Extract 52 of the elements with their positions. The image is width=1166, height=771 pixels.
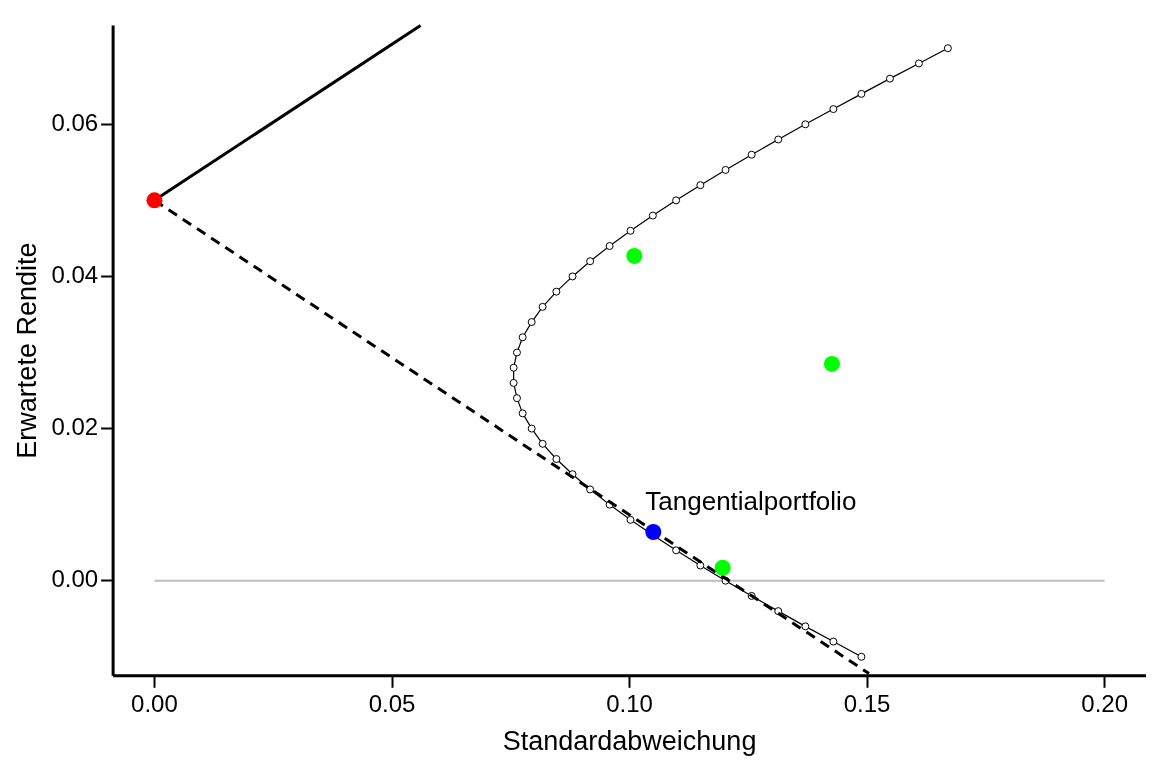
point: [626, 515, 635, 524]
point: [774, 135, 783, 144]
point: [648, 211, 657, 220]
point: [672, 196, 681, 205]
y-tick-label: 0.06: [51, 108, 99, 136]
point: [586, 257, 595, 266]
x-axis-title: Standardabweichung: [502, 726, 757, 757]
point: [512, 394, 521, 403]
point: [801, 622, 810, 631]
point: [747, 150, 756, 159]
point: [538, 302, 547, 311]
point: [509, 363, 518, 372]
point: [568, 272, 577, 281]
point: [885, 74, 894, 83]
point: [645, 524, 662, 541]
annotation: Tangentialportfolio: [645, 486, 857, 517]
point: [527, 318, 536, 327]
point: [823, 355, 840, 372]
point: [527, 424, 536, 433]
point: [857, 652, 866, 661]
x-tick-label: 0.05: [368, 689, 416, 717]
point: [721, 165, 730, 174]
point: [696, 561, 705, 570]
point: [552, 287, 561, 296]
point: [512, 348, 521, 357]
point: [538, 439, 547, 448]
y-axis-title: Erwartete Rendite: [11, 242, 42, 459]
point: [552, 455, 561, 463]
point: [518, 333, 527, 342]
point: [714, 559, 731, 576]
x-tick-label: 0.15: [843, 689, 891, 717]
point: [518, 409, 527, 418]
point: [605, 242, 614, 250]
point: [914, 59, 923, 68]
point: [509, 378, 518, 387]
point: [857, 89, 866, 98]
point: [146, 192, 163, 209]
point: [696, 181, 705, 190]
point: [801, 120, 810, 129]
point: [829, 105, 838, 114]
x-tick-label: 0.10: [606, 689, 653, 717]
x-tick-label: 0.20: [1081, 689, 1129, 717]
point: [626, 226, 635, 235]
point: [586, 485, 595, 494]
y-tick-label: 0.00: [51, 565, 99, 593]
point: [943, 44, 952, 53]
x-tick-label: 0.00: [131, 689, 178, 717]
y-tick-label: 0.02: [51, 413, 99, 441]
y-tick-label: 0.04: [51, 261, 99, 289]
point: [626, 247, 643, 264]
point: [672, 546, 681, 555]
point: [829, 637, 838, 646]
